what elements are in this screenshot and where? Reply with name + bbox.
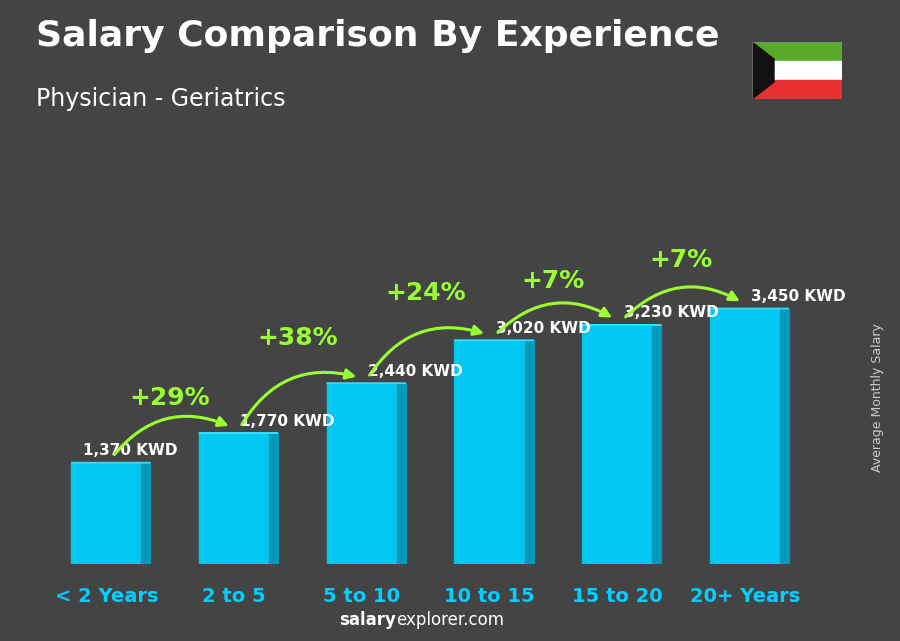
Text: +29%: +29% xyxy=(130,386,211,410)
Bar xyxy=(582,325,652,564)
Text: Physician - Geriatrics: Physician - Geriatrics xyxy=(36,87,285,110)
FancyArrowPatch shape xyxy=(498,303,609,333)
Text: salary: salary xyxy=(339,612,396,629)
Bar xyxy=(327,383,397,564)
Text: 2 to 5: 2 to 5 xyxy=(202,587,266,606)
Text: 1,370 KWD: 1,370 KWD xyxy=(84,443,178,458)
Text: +7%: +7% xyxy=(522,269,585,293)
Text: 20+ Years: 20+ Years xyxy=(689,587,800,606)
Text: 2,440 KWD: 2,440 KWD xyxy=(368,364,463,379)
Polygon shape xyxy=(780,308,789,564)
Bar xyxy=(710,308,780,564)
Text: +7%: +7% xyxy=(650,248,713,272)
Polygon shape xyxy=(525,340,534,564)
FancyArrowPatch shape xyxy=(626,287,737,317)
FancyArrowPatch shape xyxy=(242,370,353,424)
Bar xyxy=(71,463,141,564)
Bar xyxy=(752,61,842,80)
Text: 15 to 20: 15 to 20 xyxy=(572,587,662,606)
FancyArrowPatch shape xyxy=(114,416,226,454)
Polygon shape xyxy=(752,42,774,99)
Bar xyxy=(454,340,525,564)
Text: 1,770 KWD: 1,770 KWD xyxy=(240,413,335,429)
Text: < 2 Years: < 2 Years xyxy=(55,587,158,606)
Text: Salary Comparison By Experience: Salary Comparison By Experience xyxy=(36,19,719,53)
Text: 5 to 10: 5 to 10 xyxy=(323,587,400,606)
Polygon shape xyxy=(652,325,662,564)
Bar xyxy=(752,80,842,99)
Bar xyxy=(199,433,269,564)
Text: 10 to 15: 10 to 15 xyxy=(445,587,535,606)
Text: Average Monthly Salary: Average Monthly Salary xyxy=(871,323,884,472)
Text: +38%: +38% xyxy=(257,326,338,350)
FancyArrowPatch shape xyxy=(370,326,481,375)
Text: 3,020 KWD: 3,020 KWD xyxy=(496,321,590,336)
Polygon shape xyxy=(141,463,150,564)
Text: explorer.com: explorer.com xyxy=(396,612,504,629)
Text: +24%: +24% xyxy=(385,281,466,304)
Polygon shape xyxy=(269,433,278,564)
Text: 3,450 KWD: 3,450 KWD xyxy=(752,289,846,304)
Bar xyxy=(752,42,842,61)
Text: 3,230 KWD: 3,230 KWD xyxy=(624,305,718,320)
Polygon shape xyxy=(397,383,406,564)
